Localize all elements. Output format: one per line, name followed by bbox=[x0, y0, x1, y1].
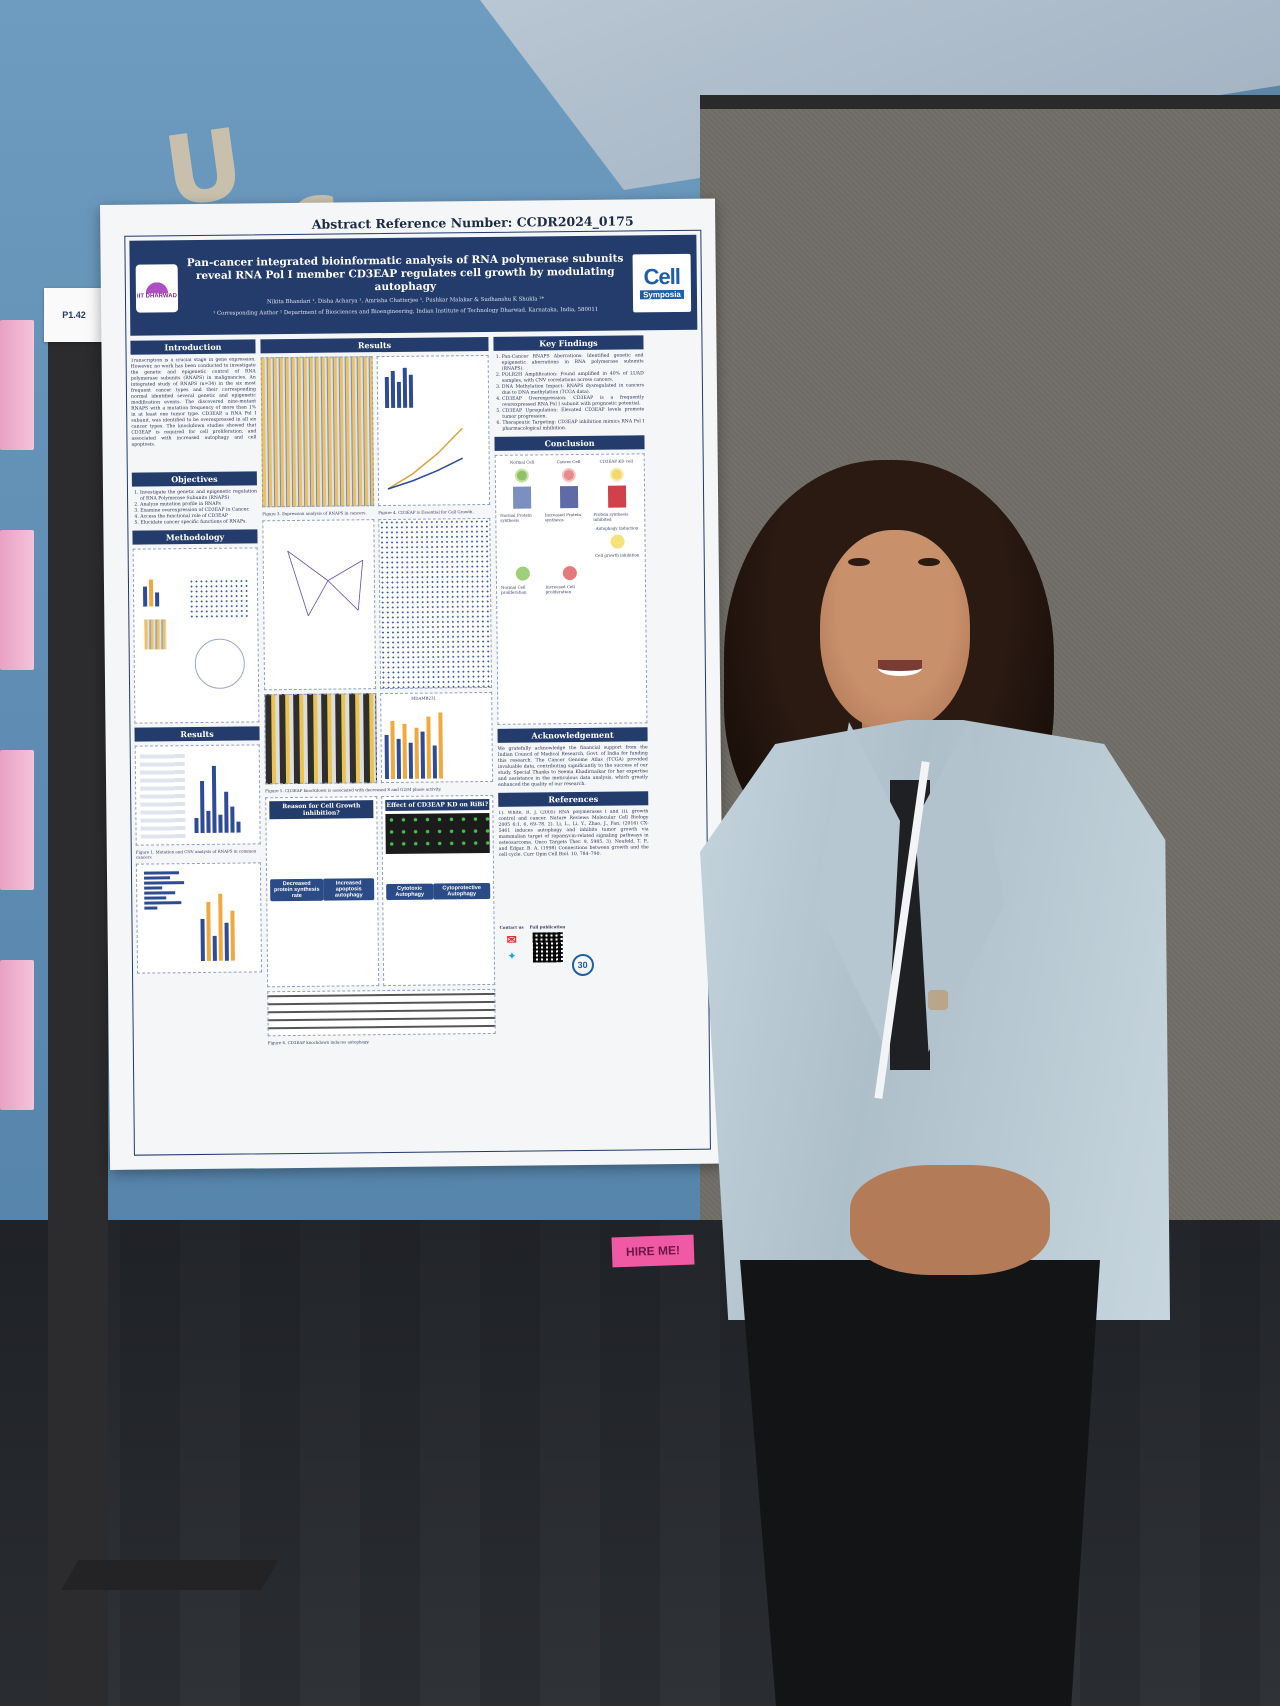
key-finding-item: Pan-Cancer RNAPS Aberrations: Identified… bbox=[502, 353, 644, 372]
figure-3-heatmap bbox=[260, 356, 375, 508]
figure-5-flow-cytometry bbox=[378, 517, 493, 690]
autophagy-label: Autophagy Induction bbox=[595, 525, 639, 531]
methodology-flowchart bbox=[132, 547, 260, 724]
section-header-key-findings: Key Findings bbox=[493, 335, 644, 351]
key-findings-list: Pan-Cancer RNAPS Aberrations: Identified… bbox=[494, 353, 645, 433]
key-finding-item: Therapeutic Targeting: CD3EAP inhibition… bbox=[502, 419, 644, 432]
poster-column-left: Introduction Transcription is a crucial … bbox=[130, 339, 263, 1145]
cancer-cell-label: Cancer Cell bbox=[556, 458, 581, 465]
institute-logo-text: IIT DHARWAD bbox=[136, 292, 177, 300]
poster-title: Pan-cancer integrated bioinformatic anal… bbox=[186, 252, 624, 294]
poster-stand-pole bbox=[48, 300, 108, 1706]
eye bbox=[918, 558, 940, 566]
twitter-icon: ✦ bbox=[507, 950, 517, 963]
figure-1-caption: Figure 1. Mutation and CNV analysis of R… bbox=[135, 848, 257, 860]
cell-symposia-logo: Cell Symposia bbox=[632, 253, 692, 312]
hire-me-sign: HIRE ME! bbox=[611, 1234, 695, 1268]
objectives-list: Investigate the genetic and epigenetic r… bbox=[132, 489, 257, 526]
effect-box-header: Effect of CD3EAP KD on RiBi? bbox=[385, 798, 490, 812]
cancer-cell-icon bbox=[561, 468, 576, 483]
poster-affiliation: ¹ Corresponding Author ¹ Department of B… bbox=[213, 306, 599, 317]
section-header-introduction: Introduction bbox=[130, 339, 256, 355]
ribosome-icon bbox=[607, 485, 626, 508]
kd-cell-label: CD3EAP KD cell bbox=[599, 458, 633, 464]
cell-cluster-icon bbox=[516, 566, 531, 581]
figure-4-growth-curves bbox=[376, 354, 491, 507]
poster-title-band: IIT DHARWAD Pan-cancer integrated bioinf… bbox=[129, 234, 698, 336]
inhibited-protein-label: Protein synthesis inhibited bbox=[593, 511, 629, 522]
conclusion-diagram: Normal Cell Normal Protein synthesis Nor… bbox=[494, 453, 648, 725]
increased-protein-label: Increased Protein synthesis bbox=[544, 511, 581, 523]
figure-6-caption: Figure 6. CD3EAP knockdown induces autop… bbox=[267, 1039, 370, 1046]
decreased-protein-pill: Decreased protein synthesis rate bbox=[270, 878, 324, 902]
contact-label: Contact us bbox=[499, 924, 524, 930]
references-text: 1). White, R. J. (2005) RNA polymerases … bbox=[498, 809, 649, 858]
section-header-results-mid: Results bbox=[260, 336, 489, 354]
pink-wall-panel bbox=[0, 530, 34, 670]
cell-logo-sub: Symposia bbox=[640, 289, 684, 300]
normal-cell-label: Normal Cell bbox=[509, 459, 535, 465]
figure-5-heatmap bbox=[264, 693, 378, 785]
figure-5-network bbox=[262, 519, 377, 691]
eye bbox=[848, 558, 870, 566]
mda-label: MDAMB231 bbox=[411, 695, 437, 701]
research-poster: Abstract Reference Number: CCDR2024_0175… bbox=[100, 198, 726, 1170]
introduction-text: Transcription is a crucial stage in gene… bbox=[130, 357, 257, 448]
cell-cluster-icon bbox=[562, 566, 577, 581]
section-header-results-left: Results bbox=[134, 726, 260, 742]
normal-protein-label: Normal Protein synthesis bbox=[500, 512, 532, 523]
cell-logo-main: Cell bbox=[643, 263, 681, 290]
ribosome-icon bbox=[559, 486, 578, 509]
cytotoxic-pill: Cytotoxic Autophagy bbox=[386, 883, 434, 901]
poster-column-middle: Results Figure 3. Expression anal bbox=[260, 336, 496, 1144]
kd-cell-icon bbox=[609, 467, 624, 482]
ribosome-icon bbox=[513, 486, 532, 509]
acknowledgement-text: We gratefully acknowledge the financial … bbox=[497, 745, 649, 788]
network-graph bbox=[287, 550, 364, 617]
reason-box: Reason for Cell Growth inhibition? Decre… bbox=[265, 796, 380, 988]
section-header-methodology: Methodology bbox=[132, 529, 258, 545]
growth-curve-plot bbox=[387, 427, 464, 490]
growth-inhib-label: Cell growth inhibition bbox=[594, 552, 640, 558]
black-pants bbox=[740, 1260, 1100, 1706]
section-header-objectives: Objectives bbox=[131, 471, 257, 487]
figure-3-caption: Figure 3. Expression analysis of RNAPS i… bbox=[262, 510, 367, 517]
qr-code-icon bbox=[532, 932, 563, 963]
face bbox=[820, 530, 970, 730]
normal-cell-icon bbox=[515, 468, 530, 483]
figure-5-bar-chart: MDAMB231 bbox=[380, 691, 494, 784]
cell-cluster-icon bbox=[610, 534, 625, 549]
objective-item: Elucidate cancer specific functions of R… bbox=[140, 519, 257, 526]
cytoprotective-pill: Cytoprotective Autophagy bbox=[433, 882, 491, 900]
increased-apoptosis-pill: Increased apoptosis autophagy bbox=[323, 878, 375, 901]
section-header-references: References bbox=[498, 791, 649, 807]
lotus-icon bbox=[144, 276, 169, 294]
presenter-person bbox=[700, 460, 1180, 1706]
anniversary-badge: 30 bbox=[571, 953, 594, 977]
pink-wall-panel bbox=[0, 750, 34, 890]
poster-number-tag: P1.42 bbox=[44, 288, 104, 342]
increased-prolif-label: Increased Cell proliferation bbox=[545, 584, 575, 595]
poster-stand-foot bbox=[61, 1560, 279, 1590]
poster-body: IIT DHARWAD Pan-cancer integrated bioinf… bbox=[124, 229, 711, 1156]
figure-5-caption: Figure 5. CD3EAP knockdown is associated… bbox=[265, 786, 442, 794]
section-header-conclusion: Conclusion bbox=[494, 435, 645, 451]
figure-6-western-blot bbox=[267, 988, 496, 1037]
normal-prolif-label: Normal Cell proliferation bbox=[500, 584, 527, 595]
poster-column-right: Key Findings Pan-Cancer RNAPS Aberration… bbox=[493, 335, 651, 1142]
effect-box: Effect of CD3EAP KD on RiBi? Cytotoxic A… bbox=[381, 794, 496, 987]
figure-4-caption: Figure 4. CD3EAP is Essential for Cell G… bbox=[378, 509, 474, 516]
section-header-acknowledgement: Acknowledgement bbox=[497, 727, 648, 743]
figure-2-bar-charts bbox=[135, 862, 263, 974]
smile bbox=[878, 660, 922, 676]
reason-box-header: Reason for Cell Growth inhibition? bbox=[269, 800, 374, 820]
gmail-icon: ✉ bbox=[506, 932, 517, 947]
figure-1-mutation-table bbox=[134, 744, 261, 846]
institute-logo: IIT DHARWAD bbox=[135, 263, 179, 313]
blazer-button bbox=[928, 990, 948, 1010]
publication-label: Full publication bbox=[529, 924, 566, 930]
pink-wall-panel bbox=[0, 960, 34, 1110]
clasped-hands bbox=[850, 1165, 1050, 1275]
pink-wall-panel bbox=[0, 320, 34, 450]
